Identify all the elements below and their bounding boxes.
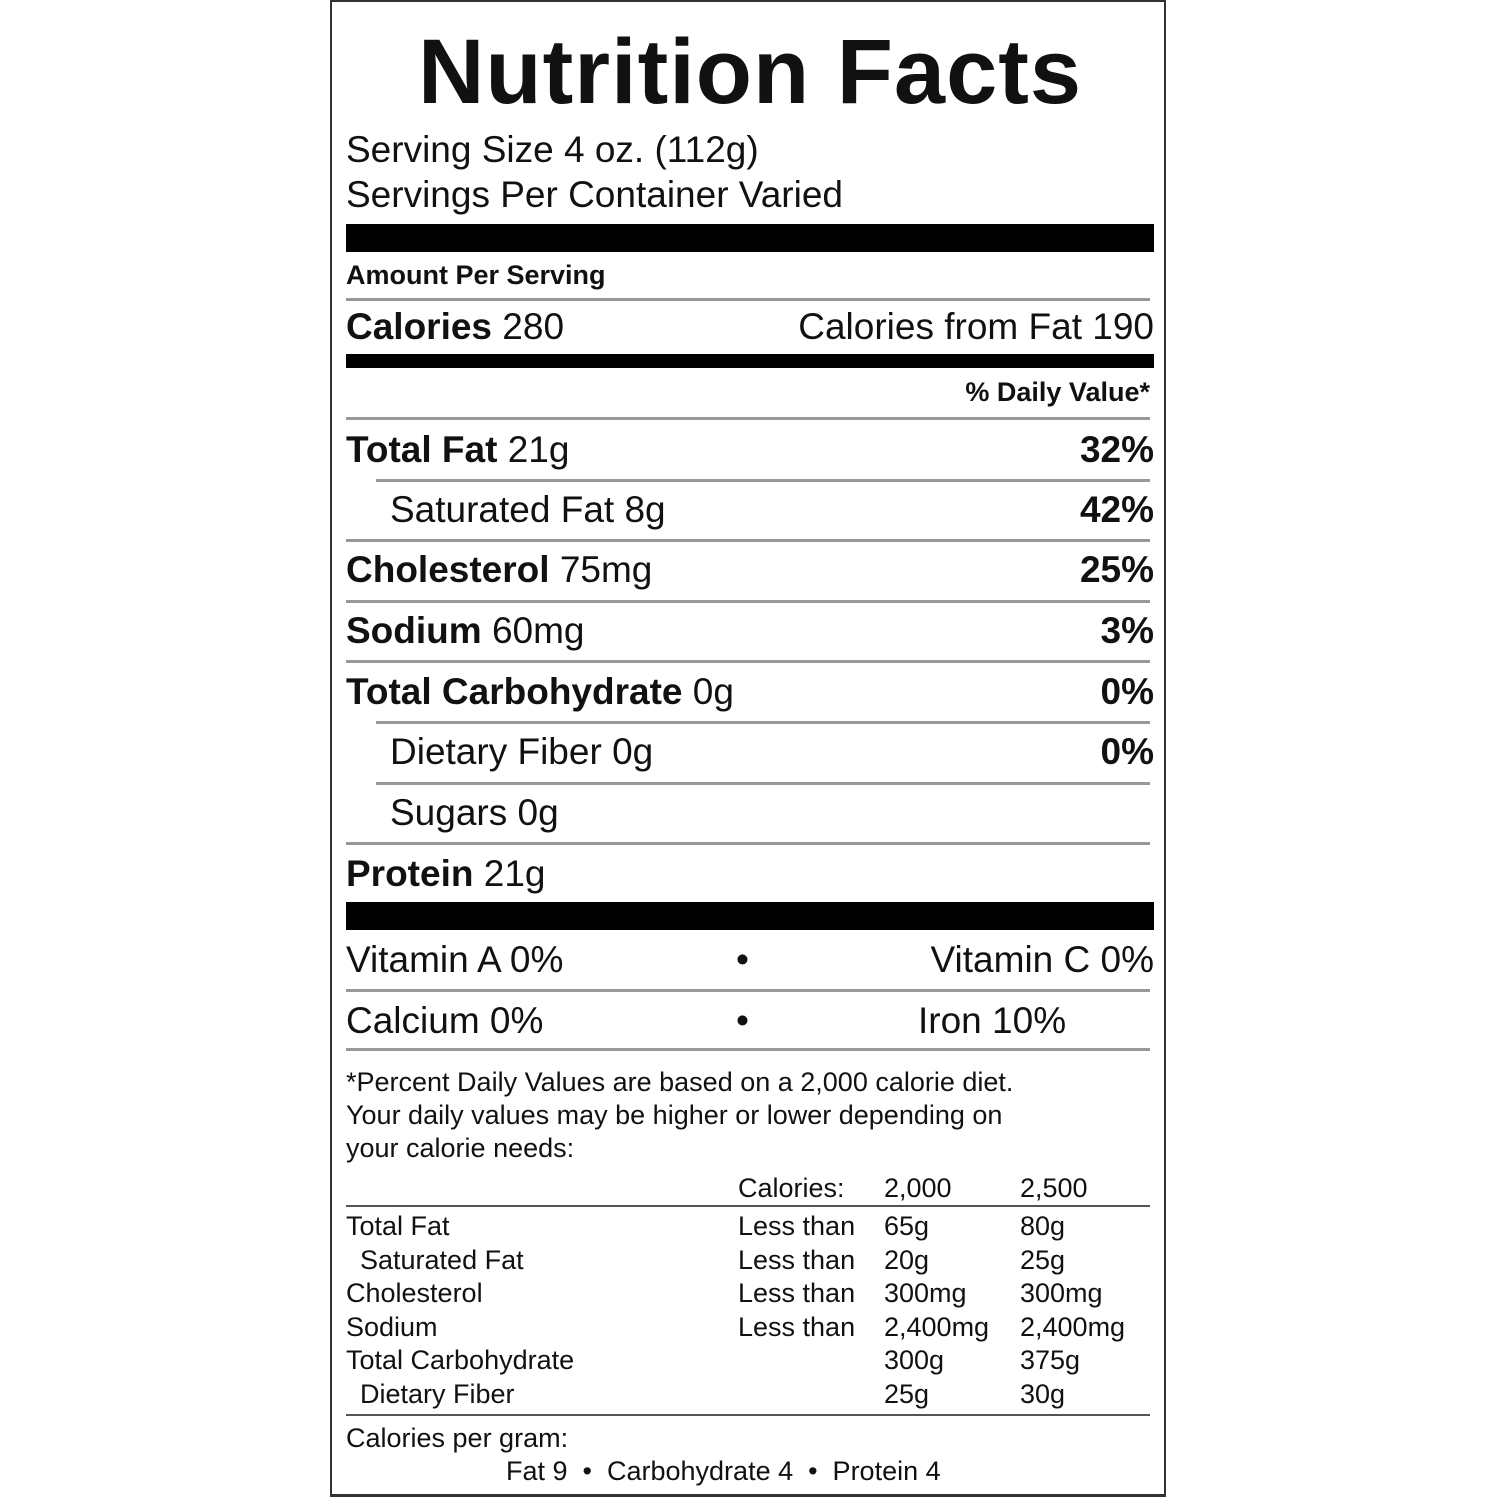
nutrient-amount: 60mg (491, 610, 585, 651)
calories-row: Calories 280 Calories from Fat 190 (346, 305, 1154, 349)
calories-value: 280 (502, 306, 565, 347)
divider (376, 721, 1150, 724)
footnote-line: Your daily values may be higher or lower… (346, 1100, 1003, 1130)
table-cell: 25g (884, 1378, 930, 1409)
footnote: *Percent Daily Values are based on a 2,0… (346, 1066, 1013, 1165)
table-cell: 20g (884, 1244, 930, 1275)
nutrient-dv: 32% (1079, 429, 1154, 470)
nutrient-label: Total Carbohydrate (346, 671, 683, 712)
table-row-label: Sodium (346, 1311, 438, 1342)
nutrient-label: Dietary Fiber (390, 731, 602, 772)
divider (376, 479, 1150, 482)
divider (346, 1048, 1150, 1051)
nutrient-amount: 0g (517, 792, 559, 833)
calories-per-gram-label: Calories per gram: (346, 1423, 569, 1453)
calories-from-fat: Calories from Fat 190 (798, 306, 1154, 347)
nutrition-facts-label: Nutrition Facts Serving Size 4 oz. (112g… (330, 0, 1166, 1497)
nutrient-row: Total Fat 21g 32% (346, 428, 1154, 472)
footnote-line: your calorie needs: (346, 1133, 575, 1163)
table-header-cell: Calories: (738, 1173, 845, 1203)
vitamin-left: Calcium 0% (346, 1000, 544, 1041)
nutrient-label: Saturated Fat (390, 489, 615, 530)
table-cell: 300g (884, 1345, 945, 1375)
divider (346, 417, 1150, 420)
table-cell: 300mg (1020, 1278, 1103, 1308)
divider (376, 782, 1150, 785)
table-cell: 2,400mg (1020, 1311, 1126, 1342)
nutrient-dv: 0% (1100, 731, 1154, 772)
nutrient-row: Cholesterol 75mg 25% (346, 548, 1154, 592)
table-cell: Less than (738, 1244, 856, 1275)
bullet: • (736, 1000, 749, 1041)
nutrient-label: Sugars (390, 792, 508, 833)
divider-thick (346, 354, 1154, 368)
footnote-line: *Percent Daily Values are based on a 2,0… (346, 1067, 1014, 1097)
table-cell: 80g (1020, 1211, 1066, 1241)
nutrient-amount: 75mg (559, 549, 653, 590)
vitamin-row: Vitamin A 0% • Vitamin C 0% (346, 938, 1154, 982)
calories-per-gram-values: Fat 9 • Carbohydrate 4 • Protein 4 (506, 1456, 941, 1486)
serving-size: Serving Size 4 oz. (112g) (346, 129, 759, 170)
table-cell: Less than (738, 1211, 856, 1241)
nutrient-row: Dietary Fiber 0g 0% (346, 730, 1154, 774)
table-header-cell: 2,000 (884, 1173, 952, 1203)
nutrient-amount: 8g (624, 489, 666, 530)
nutrient-dv: 42% (1079, 489, 1154, 530)
divider (346, 1414, 1150, 1416)
table-cell: 375g (1020, 1345, 1081, 1375)
nutrient-amount: 0g (612, 731, 654, 772)
divider (346, 600, 1150, 603)
calories-label: Calories (346, 306, 493, 347)
nutrient-label: Protein (346, 853, 474, 894)
nutrient-label: Cholesterol (346, 549, 550, 590)
table-cell: Less than (738, 1311, 856, 1342)
table-cell: 65g (884, 1211, 930, 1241)
table-cell: 300mg (884, 1278, 967, 1308)
nutrient-amount: 0g (692, 671, 734, 712)
table-cell: Less than (738, 1278, 856, 1308)
nutrient-amount: 21g (507, 429, 570, 470)
table-cell: 2,400mg (884, 1311, 990, 1342)
divider (346, 298, 1150, 301)
daily-value-header: % Daily Value* (965, 377, 1150, 407)
nutrient-row: Total Carbohydrate 0g 0% (346, 670, 1154, 714)
divider (346, 660, 1150, 663)
table-row-label: Saturated Fat (360, 1244, 524, 1275)
vitamin-right: Iron 10% (918, 1000, 1067, 1041)
nutrient-dv: 3% (1100, 610, 1154, 651)
divider-thick (346, 902, 1154, 930)
vitamin-row: Calcium 0% • Iron 10% (346, 999, 1154, 1043)
divider (346, 842, 1150, 845)
divider (346, 1205, 1150, 1207)
title: Nutrition Facts (417, 21, 1083, 123)
nutrient-row: Saturated Fat 8g 42% (346, 488, 1154, 532)
nutrient-row: Sodium 60mg 3% (346, 609, 1154, 653)
table-row-label: Cholesterol (346, 1278, 483, 1308)
amount-per-serving: Amount Per Serving (346, 260, 606, 290)
vitamin-left: Vitamin A 0% (346, 939, 564, 980)
nutrient-dv: 0% (1100, 671, 1154, 712)
divider (346, 989, 1150, 992)
divider (346, 539, 1150, 542)
nutrient-amount: 21g (483, 853, 546, 894)
table-header-cell: 2,500 (1020, 1173, 1088, 1203)
table-row-label: Total Fat (346, 1211, 450, 1241)
vitamin-right: Vitamin C 0% (930, 939, 1154, 980)
table-cell: 30g (1020, 1378, 1066, 1409)
table-row-label: Total Carbohydrate (346, 1345, 575, 1375)
nutrient-row: Sugars 0g (346, 791, 1154, 835)
nutrient-dv: 25% (1079, 549, 1154, 590)
bullet: • (736, 939, 749, 980)
nutrient-label: Sodium (346, 610, 482, 651)
servings-per-container: Servings Per Container Varied (346, 174, 844, 215)
table-cell: 25g (1020, 1244, 1066, 1275)
nutrient-label: Total Fat (346, 429, 498, 470)
table-row-label: Dietary Fiber (360, 1378, 515, 1409)
divider-thick (346, 224, 1154, 252)
nutrient-row: Protein 21g (346, 852, 1154, 896)
